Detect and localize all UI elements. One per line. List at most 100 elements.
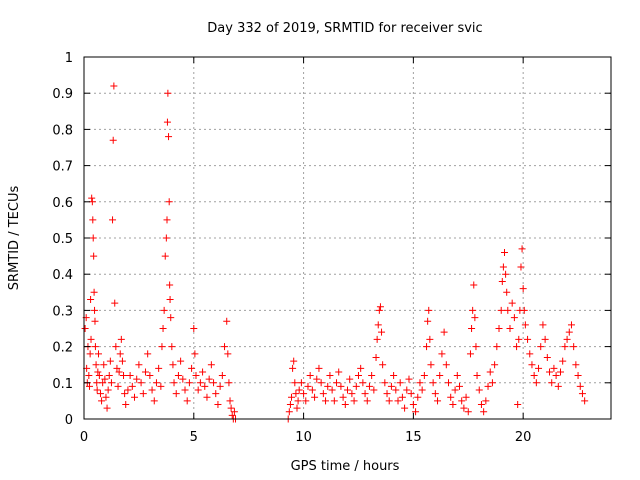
data-point <box>434 397 442 405</box>
data-point <box>166 281 174 289</box>
data-point <box>484 382 492 390</box>
data-point <box>431 390 439 398</box>
data-point <box>363 397 371 405</box>
data-point <box>539 321 547 329</box>
data-point <box>552 372 560 380</box>
data-point <box>499 263 507 271</box>
x-tick-label: 5 <box>190 430 198 445</box>
data-point <box>501 248 509 256</box>
data-point <box>313 375 321 383</box>
data-point <box>160 306 168 314</box>
data-point <box>115 368 123 376</box>
data-point <box>179 375 187 383</box>
data-point <box>114 382 122 390</box>
x-tick-label: 15 <box>405 430 422 445</box>
data-point <box>91 317 99 325</box>
data-point <box>398 393 406 401</box>
data-point <box>306 372 314 380</box>
data-point <box>196 379 204 387</box>
data-point <box>104 386 112 394</box>
data-point <box>436 372 444 380</box>
data-point <box>372 353 380 361</box>
data-point <box>425 306 433 314</box>
data-point <box>546 368 554 376</box>
data-point <box>91 343 99 351</box>
data-point <box>293 404 301 412</box>
data-point <box>392 386 400 394</box>
data-point <box>148 386 156 394</box>
data-point <box>420 372 428 380</box>
data-point <box>128 382 136 390</box>
data-point <box>162 234 170 242</box>
data-point <box>308 386 316 394</box>
chart-title: Day 332 of 2019, SRMTID for receiver svi… <box>207 21 482 36</box>
data-point <box>95 372 103 380</box>
data-point <box>339 393 347 401</box>
data-point <box>550 364 558 372</box>
x-axis-label: GPS time / hours <box>291 459 400 474</box>
data-point <box>381 379 389 387</box>
data-point <box>403 386 411 394</box>
data-point <box>207 361 215 369</box>
data-point <box>326 372 334 380</box>
data-point <box>152 379 160 387</box>
y-tick-label: 0.6 <box>52 196 73 211</box>
data-point <box>502 270 510 278</box>
data-point <box>370 386 378 394</box>
data-point <box>92 361 100 369</box>
data-point <box>214 401 222 409</box>
data-point <box>412 408 420 416</box>
data-point <box>81 325 89 332</box>
data-point <box>385 397 393 405</box>
x-tick-label: 20 <box>515 430 532 445</box>
data-point <box>96 390 104 398</box>
data-point <box>414 393 422 401</box>
data-point <box>120 372 128 380</box>
data-point <box>221 343 229 351</box>
data-point <box>109 216 117 224</box>
data-point <box>561 343 569 351</box>
data-point <box>150 397 158 405</box>
data-point <box>102 393 110 401</box>
data-point <box>91 306 99 314</box>
data-point <box>126 372 134 380</box>
data-point <box>199 368 207 376</box>
data-point <box>87 296 95 304</box>
data-point <box>543 353 551 361</box>
x-tick-label: 0 <box>80 430 88 445</box>
data-point <box>365 382 373 390</box>
data-point <box>387 382 395 390</box>
data-point <box>212 390 220 398</box>
data-point <box>286 401 294 409</box>
data-point <box>508 299 516 307</box>
data-point <box>289 364 297 372</box>
y-tick-label: 0.4 <box>52 268 73 283</box>
data-point <box>466 350 474 358</box>
y-tick-label: 0.5 <box>52 232 73 247</box>
data-point <box>117 335 125 343</box>
axis-ticks: 00.10.20.30.40.50.60.70.80.910 5 10 15 20 <box>52 51 611 445</box>
data-point <box>491 361 499 369</box>
data-point <box>526 350 534 358</box>
data-point <box>168 343 176 351</box>
data-point <box>225 379 233 387</box>
data-point <box>155 364 163 372</box>
data-point <box>88 198 96 206</box>
data-point <box>368 372 376 380</box>
data-point <box>556 368 564 376</box>
data-point <box>124 386 132 394</box>
data-point <box>107 379 115 387</box>
data-point <box>300 390 308 398</box>
data-point <box>192 372 200 380</box>
data-point <box>88 194 96 202</box>
data-point <box>87 335 95 343</box>
data-point <box>352 382 360 390</box>
data-point <box>468 325 476 332</box>
data-point <box>462 393 470 401</box>
data-point <box>445 379 453 387</box>
data-point <box>375 306 383 314</box>
data-point <box>570 343 578 351</box>
data-point <box>455 382 463 390</box>
data-point <box>290 357 298 365</box>
